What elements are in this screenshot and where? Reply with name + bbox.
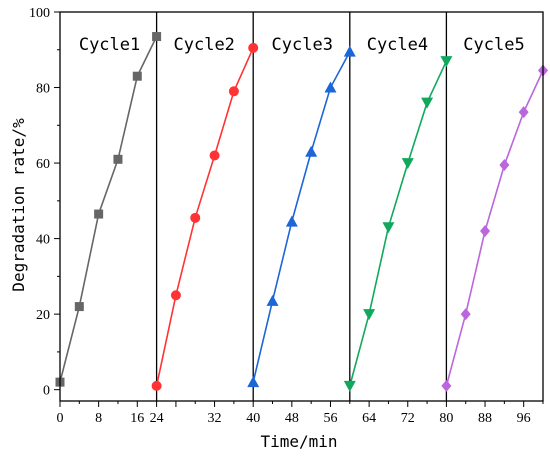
series-2: [151, 42, 259, 391]
y-tick-label-2: 20: [36, 308, 50, 323]
series-1: [55, 32, 162, 387]
x-tick-label-6: 40: [246, 411, 260, 426]
series-5: [441, 64, 548, 392]
data-point-3-4: [305, 145, 318, 157]
y-tick-label-1: 0: [43, 384, 50, 399]
data-point-4-2: [363, 309, 376, 321]
cycle-dividers: [155, 12, 448, 401]
data-point-4-3: [382, 222, 395, 234]
data-point-2-3: [190, 212, 201, 223]
series-line-2: [155, 47, 254, 387]
data-point-5-1: [441, 379, 452, 392]
data-point-4-1: [343, 380, 356, 392]
data-point-4-6: [440, 56, 453, 68]
cycle-labels: Cycle1 Cycle2 Cycle3 Cycle4 Cycle5: [79, 35, 525, 55]
series-line-3: [252, 51, 351, 383]
data-point-1-2: [74, 302, 84, 312]
x-tick-label-12: 88: [478, 411, 492, 426]
series-line-1: [59, 36, 158, 383]
y-tick-label-3: 40: [36, 233, 50, 248]
y-tick-label-5: 80: [36, 82, 50, 97]
data-point-5-2: [460, 308, 471, 321]
cycle-label-3: Cycle3: [272, 35, 333, 55]
data-point-5-5: [518, 106, 529, 119]
x-tick-label-9: 64: [362, 411, 376, 426]
data-point-1-3: [94, 209, 104, 219]
data-point-3-6: [343, 45, 356, 57]
x-tick-label-8: 56: [323, 411, 337, 426]
series-4: [343, 56, 453, 392]
x-tick-label-10: 72: [401, 411, 415, 426]
series-line-5: [445, 70, 544, 387]
data-point-3-3: [285, 215, 298, 227]
data-point-1-4: [113, 154, 123, 164]
cycle-label-2: Cycle2: [174, 35, 235, 55]
data-point-4-5: [421, 97, 434, 109]
data-point-4-4: [401, 158, 414, 170]
data-point-3-1: [247, 376, 260, 388]
x-tick-label-2: 8: [95, 411, 102, 426]
series-3: [247, 45, 356, 388]
data-point-2-2: [170, 290, 181, 301]
cycle-label-5: Cycle5: [463, 35, 524, 55]
y-tick-label-4: 60: [36, 157, 50, 172]
axes: 0 8 16 24 32 40 48 56 64 72 80 88 96 0 20 40 60 80 100: [29, 6, 544, 426]
data-point-5-4: [499, 158, 510, 171]
cycle-label-1: Cycle1: [79, 35, 140, 55]
x-tick-label-4: 24: [150, 411, 164, 426]
data-point-2-6: [248, 42, 259, 53]
data-point-3-2: [266, 294, 279, 306]
data-point-2-1: [151, 380, 162, 391]
x-tick-label-1: 0: [57, 411, 64, 426]
series-layer: [55, 32, 548, 392]
y-axis-title: Degradation rate/%: [9, 118, 28, 292]
x-tick-label-7: 48: [285, 411, 299, 426]
data-point-2-5: [228, 86, 239, 97]
x-tick-label-13: 96: [517, 411, 531, 426]
series-line-4: [349, 60, 448, 387]
data-point-1-6: [152, 32, 162, 42]
data-point-3-5: [324, 81, 337, 93]
cycle-label-4: Cycle4: [367, 35, 428, 55]
data-point-1-5: [132, 71, 142, 81]
y-tick-label-6: 100: [29, 6, 50, 21]
x-tick-label-3: 16: [130, 411, 144, 426]
x-tick-label-11: 80: [439, 411, 453, 426]
x-tick-label-5: 32: [208, 411, 222, 426]
data-point-2-4: [209, 150, 220, 161]
plot-frame: [59, 11, 544, 402]
data-point-5-3: [480, 225, 491, 238]
x-axis-title: Time/min: [260, 432, 337, 451]
